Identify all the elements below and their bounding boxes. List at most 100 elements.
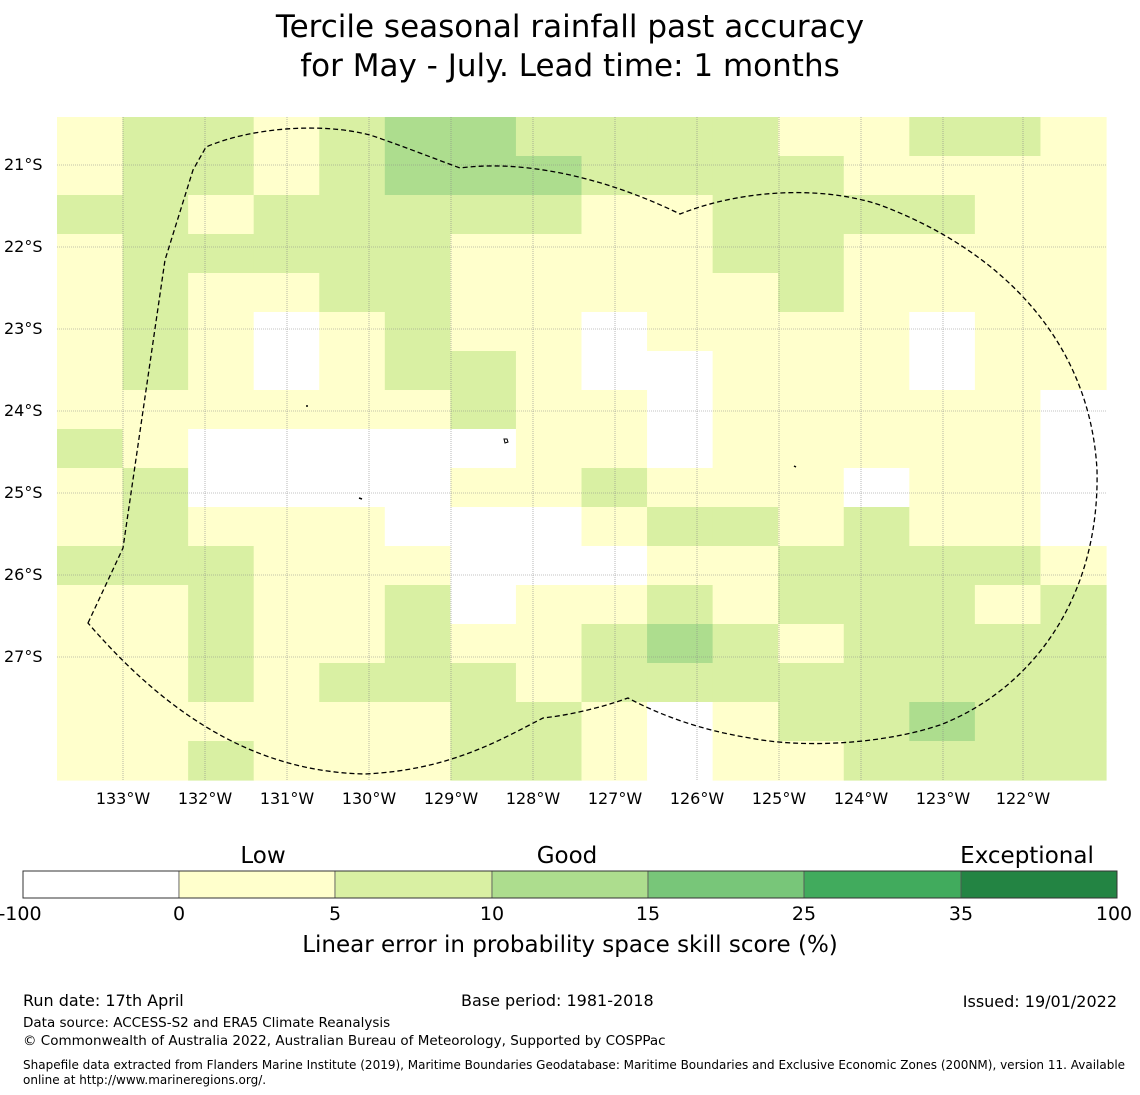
grid-cell xyxy=(515,702,583,742)
grid-cell xyxy=(647,585,714,625)
grid-cell xyxy=(450,585,517,625)
grid-cell xyxy=(1040,546,1107,586)
grid-cell xyxy=(57,507,124,547)
grid-cell xyxy=(843,585,910,625)
colorbar-tick: 15 xyxy=(635,903,661,925)
grid-cell xyxy=(843,273,910,313)
grid-cell xyxy=(843,390,910,430)
grid-cell xyxy=(515,273,583,313)
grid-cell xyxy=(712,507,779,547)
grid-cell xyxy=(319,702,386,742)
grid-cell xyxy=(450,117,517,157)
grid-cell xyxy=(319,273,386,313)
grid-cell xyxy=(712,429,779,469)
grid-cell xyxy=(909,234,976,274)
colorbar-label: Linear error in probability space skill … xyxy=(302,932,838,958)
grid-cell xyxy=(188,507,255,547)
grid-cell xyxy=(712,390,779,430)
grid-cell xyxy=(974,351,1042,391)
grid-cell xyxy=(778,390,845,430)
grid-cell xyxy=(974,507,1042,547)
grid-cell xyxy=(974,390,1042,430)
grid-cell xyxy=(253,585,320,625)
grid-cell xyxy=(384,156,451,196)
grid-cell xyxy=(450,507,517,547)
grid-cell xyxy=(843,117,910,157)
colorbar-swatch xyxy=(334,870,493,899)
colorbar-frame xyxy=(22,870,1118,899)
grid-cell xyxy=(188,624,255,664)
grid-cell xyxy=(581,702,648,742)
grid-cell xyxy=(253,273,320,313)
grid-cell xyxy=(909,156,976,196)
grid-cell xyxy=(319,507,386,547)
grid-cell xyxy=(581,195,648,235)
longitude-label: 130°W xyxy=(341,789,397,808)
grid-cell xyxy=(450,663,517,703)
grid-cell xyxy=(450,312,517,352)
grid-cell xyxy=(384,741,451,781)
grid-cell xyxy=(57,117,124,157)
grid-cell xyxy=(450,429,517,469)
colorbar-category-exceptional: Exceptional xyxy=(960,843,1094,869)
grid-cell xyxy=(188,546,255,586)
grid-cell xyxy=(319,741,386,781)
grid-cell xyxy=(712,702,779,742)
grid-cell xyxy=(581,468,648,508)
grid-cell xyxy=(319,390,386,430)
colorbar-tick: -100 xyxy=(0,903,42,925)
grid-cell xyxy=(515,624,583,664)
grid-cell xyxy=(647,156,714,196)
grid-cell xyxy=(581,273,648,313)
grid-cell xyxy=(57,234,124,274)
grid-cell xyxy=(778,312,845,352)
grid-cell xyxy=(712,234,779,274)
grid-cell xyxy=(647,624,714,664)
grid-cell xyxy=(515,546,583,586)
grid-cell xyxy=(122,468,189,508)
grid-cell xyxy=(778,702,845,742)
grid-cell xyxy=(57,468,124,508)
latitude-label: 27°S xyxy=(4,647,43,666)
grid-cell xyxy=(647,663,714,703)
run-date: Run date: 17th April xyxy=(23,991,184,1010)
grid-cell xyxy=(647,351,714,391)
grid-cell xyxy=(319,195,386,235)
shapefile-credit: Shapefile data extracted from Flanders M… xyxy=(23,1058,1126,1087)
grid-cell xyxy=(974,312,1042,352)
grid-cell xyxy=(450,546,517,586)
longitude-label: 129°W xyxy=(423,789,479,808)
map-title-line1: Tercile seasonal rainfall past accuracy xyxy=(275,9,865,45)
grid-cell xyxy=(57,585,124,625)
grid-cell xyxy=(188,351,255,391)
longitude-label: 125°W xyxy=(751,789,807,808)
grid-cell xyxy=(188,195,255,235)
grid-cell xyxy=(909,546,976,586)
grid-cell xyxy=(57,351,124,391)
grid-cell xyxy=(253,117,320,157)
grid-cell xyxy=(843,156,910,196)
colorbar-category-low: Low xyxy=(240,843,286,869)
grid-cell xyxy=(581,234,648,274)
grid-cell xyxy=(384,234,451,274)
grid-cell xyxy=(515,117,583,157)
latitude-label: 22°S xyxy=(4,237,43,256)
grid-cell xyxy=(712,663,779,703)
grid-cell xyxy=(450,273,517,313)
grid-cell xyxy=(909,663,976,703)
grid-cell xyxy=(974,156,1042,196)
grid-cell xyxy=(647,117,714,157)
grid-cell xyxy=(1040,273,1107,313)
longitude-label: 132°W xyxy=(177,789,233,808)
grid-cell xyxy=(122,702,189,742)
grid-cell xyxy=(778,351,845,391)
grid-cell xyxy=(1040,702,1107,742)
island-marker xyxy=(358,497,363,500)
grid-cell xyxy=(515,351,583,391)
grid-cell xyxy=(581,507,648,547)
grid-cell xyxy=(909,507,976,547)
grid-cell xyxy=(515,468,583,508)
grid-cell xyxy=(122,156,189,196)
grid-cell xyxy=(57,624,124,664)
latitude-label: 26°S xyxy=(4,565,43,584)
